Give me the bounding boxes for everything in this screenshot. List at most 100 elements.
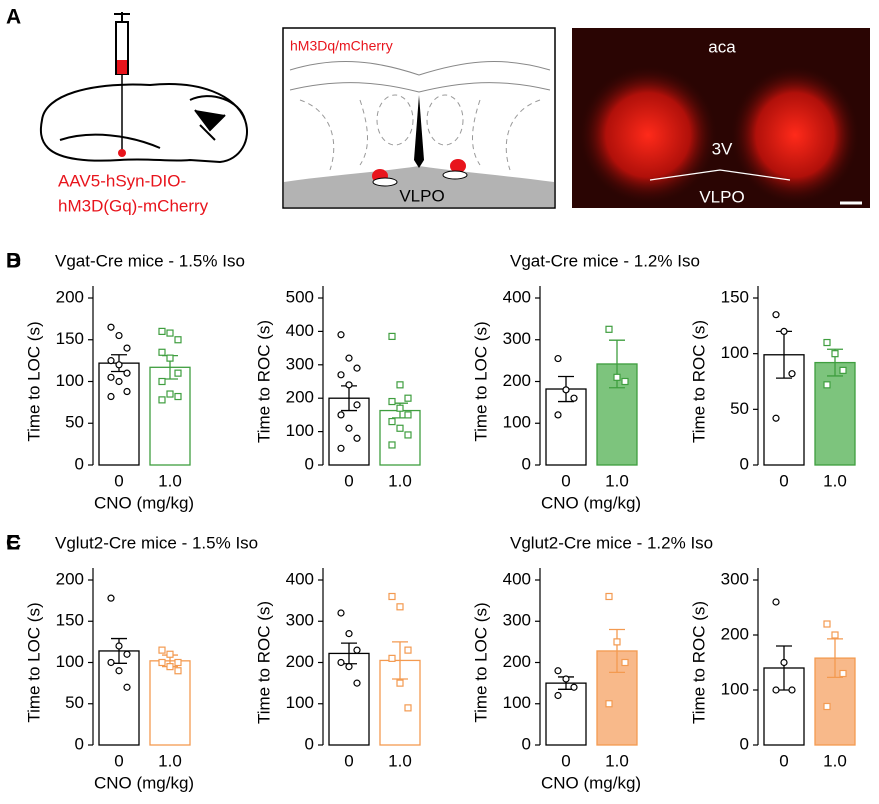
x-tick-label: 1.0 xyxy=(605,751,629,770)
data-point xyxy=(107,658,115,667)
data-point xyxy=(107,357,115,365)
y-tick-label: 0 xyxy=(75,734,84,753)
data-point xyxy=(554,667,562,675)
data-point xyxy=(605,325,613,333)
data-point xyxy=(353,401,361,409)
data-point xyxy=(123,650,131,658)
x-tick-label: 0 xyxy=(114,471,123,490)
y-tick-label: 300 xyxy=(286,354,314,373)
panel-label: A xyxy=(6,6,21,29)
panel-label: B xyxy=(6,250,21,273)
data-point xyxy=(115,331,123,340)
data-point xyxy=(166,329,174,337)
data-point xyxy=(345,424,353,432)
y-tick-label: 100 xyxy=(286,421,314,440)
data-point xyxy=(404,394,412,402)
y-tick-label: 0 xyxy=(522,454,531,473)
data-point xyxy=(388,397,396,406)
data-point xyxy=(115,667,123,675)
data-point xyxy=(839,669,847,678)
data-point xyxy=(388,417,396,426)
data-point xyxy=(158,658,166,667)
image-label: VLPO xyxy=(699,187,744,206)
data-point xyxy=(554,354,562,363)
data-point xyxy=(780,327,788,335)
y-tick-label: 100 xyxy=(721,679,749,698)
x-tick-label: 0 xyxy=(114,751,123,770)
data-point xyxy=(123,369,131,377)
data-point xyxy=(404,704,412,712)
data-point xyxy=(396,404,404,412)
bar xyxy=(149,366,191,466)
bar xyxy=(545,682,587,746)
y-tick-label: 200 xyxy=(286,652,314,671)
data-point xyxy=(158,396,166,404)
y-tick-label: 100 xyxy=(56,652,84,671)
data-point xyxy=(562,386,570,394)
y-tick-label: 150 xyxy=(721,287,749,306)
data-point xyxy=(831,631,839,639)
data-point xyxy=(388,332,396,341)
bar xyxy=(149,660,191,746)
data-point xyxy=(388,654,396,662)
y-tick-label: 200 xyxy=(286,388,314,407)
y-axis-label: Time to LOC (s) xyxy=(24,321,43,441)
y-tick-label: 300 xyxy=(503,611,531,630)
x-tick-label: 1.0 xyxy=(388,471,412,490)
data-point xyxy=(123,344,131,352)
data-point xyxy=(404,411,412,419)
data-point xyxy=(788,686,796,694)
y-tick-label: 0 xyxy=(305,734,314,753)
y-tick-label: 200 xyxy=(503,652,531,671)
data-point xyxy=(823,702,831,711)
data-point xyxy=(396,381,404,389)
fluorescence-image xyxy=(572,28,870,208)
atlas-label: hM3Dq/mCherry xyxy=(290,38,393,54)
data-point xyxy=(174,392,182,401)
data-point xyxy=(831,350,839,358)
x-axis-label: CNO (mg/kg) xyxy=(94,493,194,512)
data-point xyxy=(772,598,780,606)
data-point xyxy=(621,658,629,667)
data-point xyxy=(158,377,166,386)
data-point xyxy=(554,691,562,700)
atlas-region: VLPO xyxy=(399,186,444,205)
data-point xyxy=(174,667,182,675)
data-point xyxy=(337,609,345,617)
x-axis-label: CNO (mg/kg) xyxy=(94,773,194,792)
y-tick-label: 500 xyxy=(286,287,314,306)
data-point xyxy=(345,381,353,389)
y-tick-label: 400 xyxy=(286,321,314,340)
data-point xyxy=(780,658,788,667)
data-point xyxy=(166,390,174,398)
panel-label: E xyxy=(6,532,20,555)
data-point xyxy=(107,594,115,602)
data-point xyxy=(337,411,345,419)
x-tick-label: 1.0 xyxy=(388,751,412,770)
data-point xyxy=(115,361,123,369)
data-point xyxy=(123,683,131,691)
data-point xyxy=(605,592,613,601)
data-point xyxy=(337,444,345,452)
y-tick-label: 0 xyxy=(522,734,531,753)
image-label: aca xyxy=(708,37,736,56)
y-tick-label: 0 xyxy=(305,454,314,473)
y-tick-label: 50 xyxy=(65,693,84,712)
x-axis-label: CNO (mg/kg) xyxy=(541,493,641,512)
error-bar xyxy=(609,628,625,674)
data-point xyxy=(772,311,780,319)
y-tick-label: 100 xyxy=(721,343,749,362)
data-point xyxy=(166,650,174,658)
y-tick-label: 50 xyxy=(730,399,749,418)
data-point xyxy=(353,646,361,654)
data-point xyxy=(174,658,182,667)
y-tick-label: 100 xyxy=(286,693,314,712)
data-point xyxy=(772,686,780,694)
atlas xyxy=(282,27,556,209)
panel-label: D xyxy=(6,250,21,273)
data-point xyxy=(404,646,412,654)
data-point xyxy=(388,592,396,601)
y-tick-label: 300 xyxy=(286,611,314,630)
y-axis-label: Time to LOC (s) xyxy=(471,321,490,441)
